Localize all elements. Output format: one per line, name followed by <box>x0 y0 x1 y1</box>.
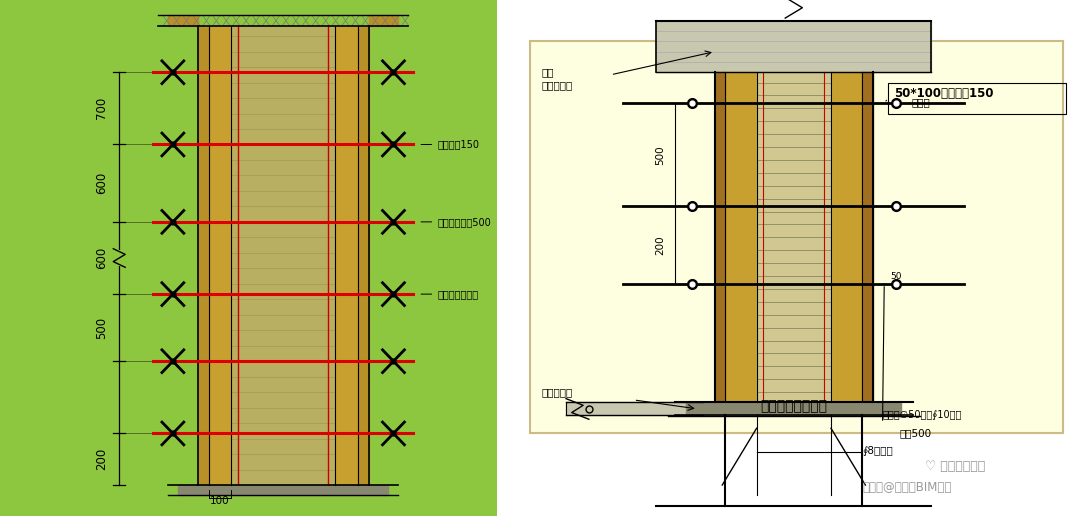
Bar <box>715 72 725 402</box>
Bar <box>725 72 757 402</box>
Text: 200: 200 <box>95 448 108 471</box>
Text: 涂塑: 涂塑 <box>542 67 554 77</box>
Bar <box>686 402 902 415</box>
Text: 搭椽下∅50干搭∮10钢杆: 搭椽下∅50干搭∮10钢杆 <box>882 410 962 420</box>
Bar <box>368 15 399 26</box>
Text: 涂塑网布同竖杆: 涂塑网布同竖杆 <box>421 289 478 299</box>
Bar <box>178 485 389 495</box>
Bar <box>231 26 335 485</box>
Bar <box>657 21 931 72</box>
Text: 500: 500 <box>656 145 665 165</box>
Bar <box>208 26 231 485</box>
Text: 九夹条: 九夹条 <box>912 98 930 107</box>
Text: 600: 600 <box>95 247 108 269</box>
Text: ∮8定位筋: ∮8定位筋 <box>863 446 893 457</box>
Bar <box>357 26 368 485</box>
Text: 间距500: 间距500 <box>900 428 932 438</box>
Text: 竖杆水平间距500: 竖杆水平间距500 <box>421 217 491 227</box>
Bar <box>530 41 1063 433</box>
Text: ♡ 筑龙项目管理: ♡ 筑龙项目管理 <box>926 460 986 474</box>
Bar <box>167 15 198 26</box>
Text: 九夹板套模: 九夹板套模 <box>542 388 573 397</box>
Bar <box>888 83 1066 114</box>
Text: 700: 700 <box>95 97 108 120</box>
Bar <box>566 402 703 415</box>
Text: 100: 100 <box>210 495 230 506</box>
Bar <box>863 72 873 402</box>
Text: 500: 500 <box>95 317 108 338</box>
Bar <box>757 72 831 402</box>
Text: 搜狐号@文三维BIM咨询: 搜狐号@文三维BIM咨询 <box>863 481 951 494</box>
Text: 间距同竖杆: 间距同竖杆 <box>542 80 573 90</box>
Text: 边柱模板接缝大样: 边柱模板接缝大样 <box>760 399 827 413</box>
Text: 木方净距150: 木方净距150 <box>421 139 480 150</box>
Text: 200: 200 <box>656 235 665 255</box>
Text: 600: 600 <box>95 172 108 195</box>
Bar <box>335 26 357 485</box>
Bar <box>831 72 863 402</box>
Text: 50: 50 <box>890 271 902 281</box>
Text: 50*100木方净距150: 50*100木方净距150 <box>894 87 994 100</box>
Bar <box>530 41 1063 433</box>
Bar <box>198 26 208 485</box>
